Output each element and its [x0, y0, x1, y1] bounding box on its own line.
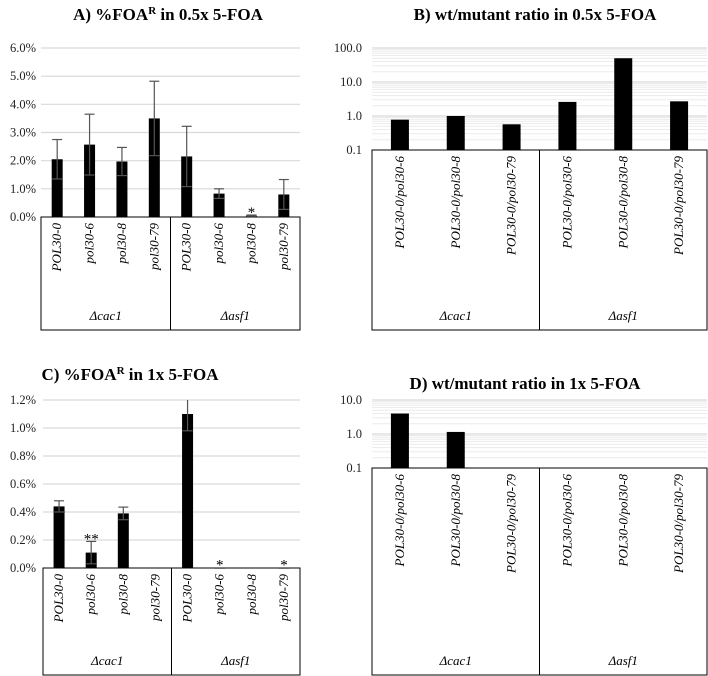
y-tick-label: 3.0%: [10, 126, 36, 140]
panel-b: B) wt/mutant ratio in 0.5x 5-FOA 0.1 1.0 10…: [334, 5, 708, 331]
group-label: Δcac1: [90, 653, 123, 668]
category-label: pol30-79: [146, 223, 161, 271]
group-label: Δasf1: [608, 308, 638, 323]
bar: [390, 119, 409, 150]
category-label: pol30-8: [114, 223, 129, 265]
panel-c: C) %FOAR in 1x 5-FOA 0.0% 0.2% 0.4% 0.6% 0.8%…: [10, 365, 301, 676]
bar: [84, 144, 96, 217]
bar: [117, 513, 129, 568]
group-label: Δasf1: [220, 308, 250, 323]
y-tick-label: 0.4%: [10, 505, 36, 519]
category-label: pol30-6: [211, 223, 226, 265]
category-label: POL30-0: [51, 574, 66, 624]
bar: [213, 193, 225, 217]
y-tick-label: 10.0: [340, 75, 362, 89]
category-label: pol30-6: [212, 574, 227, 616]
category-label: POL30-0/pol30-6: [559, 156, 574, 250]
y-tick-label: 0.6%: [10, 477, 36, 491]
bar: [148, 118, 160, 217]
bar: [53, 506, 65, 568]
category-label: pol30-8: [244, 574, 259, 616]
group-label: Δasf1: [608, 653, 638, 668]
bar: [614, 58, 633, 151]
category-label: POL30-0/pol30-8: [615, 156, 630, 250]
y-tick-label: 1.0: [346, 427, 362, 441]
category-label: pol30-6: [83, 574, 98, 616]
panel-d: D) wt/mutant ratio in 1x 5-FOA 0.1 1.0 10.0…: [340, 374, 708, 676]
bar: [558, 101, 577, 150]
y-tick-label: 0.1: [346, 461, 362, 475]
category-label: POL30-0/pol30-79: [671, 156, 686, 256]
bar: [214, 567, 226, 569]
category-label: POL30-0/pol30-8: [448, 474, 463, 568]
category-label: pol30-8: [115, 574, 130, 616]
category-label: POL30-0/pol30-79: [504, 474, 519, 574]
significance-marker: *: [248, 205, 256, 221]
y-tick-label: 0.8%: [10, 449, 36, 463]
y-tick-label: 5.0%: [10, 69, 36, 83]
group-label: Δcac1: [89, 308, 122, 323]
group-label: Δcac1: [439, 308, 472, 323]
title-superscript: R: [117, 365, 126, 377]
y-tick-label: 2.0%: [10, 154, 36, 168]
chart-title: A) %FOAR in 0.5x 5-FOA: [73, 5, 263, 24]
y-tick-label: 0.0%: [10, 561, 36, 575]
bar: [390, 413, 409, 468]
category-label: pol30-6: [82, 223, 97, 265]
y-tick-label: 10.0: [340, 393, 362, 407]
significance-marker: *: [280, 558, 288, 574]
category-label: POL30-0/pol30-6: [392, 156, 407, 250]
title-rest: in 0.5x 5-FOA: [156, 5, 263, 24]
category-label: pol30-79: [147, 574, 162, 622]
bar: [51, 159, 63, 217]
chart-title: B) wt/mutant ratio in 0.5x 5-FOA: [414, 5, 657, 24]
y-tick-label: 6.0%: [10, 41, 36, 55]
category-label: POL30-0/pol30-8: [448, 156, 463, 250]
category-label: pol30-79: [276, 574, 291, 622]
bar: [116, 161, 128, 217]
bar: [182, 414, 194, 568]
title-rest: in 1x 5-FOA: [125, 365, 220, 384]
bar: [502, 124, 521, 150]
category-label: POL30-0/pol30-8: [615, 474, 630, 568]
category-label: pol30-8: [243, 223, 258, 265]
category-label: POL30-0/pol30-6: [559, 474, 574, 568]
y-tick-label: 1.0%: [10, 182, 36, 196]
chart-title: C) %FOAR in 1x 5-FOA: [41, 365, 219, 384]
group-label: Δasf1: [220, 653, 250, 668]
bar: [446, 116, 465, 150]
y-tick-label: 1.2%: [10, 393, 36, 407]
category-label: POL30-0/pol30-79: [504, 156, 519, 256]
y-tick-label: 100.0: [334, 41, 362, 55]
category-label: pol30-79: [276, 223, 291, 271]
title-superscript: R: [148, 5, 157, 17]
category-label: POL30-0: [180, 574, 195, 624]
y-tick-label: 1.0%: [10, 421, 36, 435]
category-label: POL30-0/pol30-79: [671, 474, 686, 574]
significance-marker: *: [216, 558, 224, 574]
significance-marker: **: [84, 531, 99, 547]
group-label: Δcac1: [439, 653, 472, 668]
panel-a: A) %FOAR in 0.5x 5-FOA 0.0% 1.0% 2.0% 3.0% 4.…: [10, 5, 301, 331]
category-label: POL30-0/pol30-6: [392, 474, 407, 568]
y-tick-label: 4.0%: [10, 97, 36, 111]
bar: [670, 101, 689, 150]
y-tick-label: 1.0: [346, 109, 362, 123]
y-tick-label: 0.0%: [10, 210, 36, 224]
chart-title: D) wt/mutant ratio in 1x 5-FOA: [410, 374, 642, 393]
category-label: POL30-0: [49, 223, 64, 273]
y-tick-label: 0.1: [346, 143, 362, 157]
bar: [446, 431, 465, 468]
category-label: POL30-0: [179, 223, 194, 273]
y-tick-label: 0.2%: [10, 533, 36, 547]
bar: [278, 567, 290, 569]
